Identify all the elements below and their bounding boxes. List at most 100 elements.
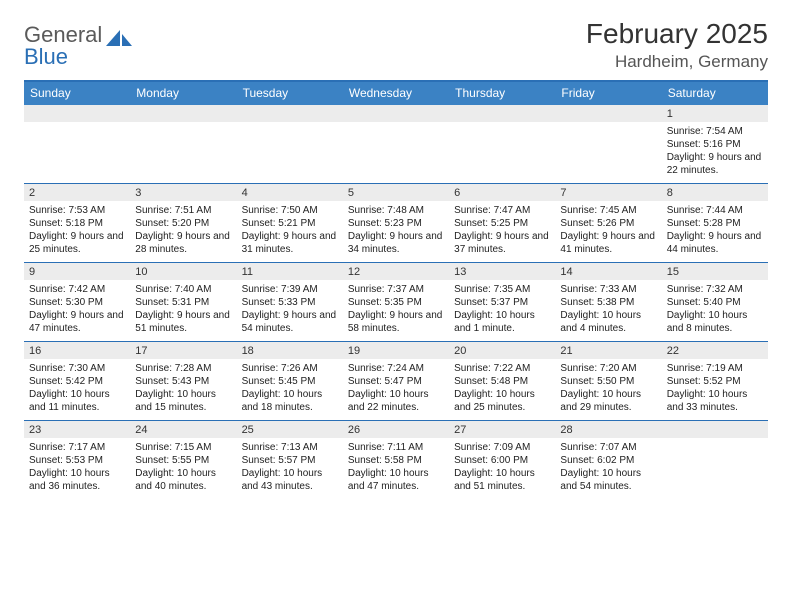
- day-number: [130, 105, 236, 122]
- day-cell: 7Sunrise: 7:45 AMSunset: 5:26 PMDaylight…: [555, 184, 661, 262]
- sunset-text: Sunset: 5:45 PM: [242, 375, 338, 388]
- day-cell: 15Sunrise: 7:32 AMSunset: 5:40 PMDayligh…: [662, 263, 768, 341]
- title-block: February 2025 Hardheim, Germany: [586, 18, 768, 72]
- day-cell: 19Sunrise: 7:24 AMSunset: 5:47 PMDayligh…: [343, 342, 449, 420]
- day-number: 15: [662, 263, 768, 280]
- calendar: Sunday Monday Tuesday Wednesday Thursday…: [24, 80, 768, 499]
- col-friday: Friday: [555, 82, 661, 105]
- day-number: 12: [343, 263, 449, 280]
- sunset-text: Sunset: 5:50 PM: [560, 375, 656, 388]
- sunset-text: Sunset: 5:21 PM: [242, 217, 338, 230]
- day-cell: [24, 105, 130, 183]
- day-cell: 26Sunrise: 7:11 AMSunset: 5:58 PMDayligh…: [343, 421, 449, 499]
- day-number: 11: [237, 263, 343, 280]
- daylight-text: Daylight: 10 hours and 36 minutes.: [29, 467, 125, 493]
- sunset-text: Sunset: 6:00 PM: [454, 454, 550, 467]
- sunrise-text: Sunrise: 7:37 AM: [348, 283, 444, 296]
- day-cell: 16Sunrise: 7:30 AMSunset: 5:42 PMDayligh…: [24, 342, 130, 420]
- sunrise-text: Sunrise: 7:30 AM: [29, 362, 125, 375]
- day-number: [343, 105, 449, 122]
- col-thursday: Thursday: [449, 82, 555, 105]
- day-cell: 1Sunrise: 7:54 AMSunset: 5:16 PMDaylight…: [662, 105, 768, 183]
- sunrise-text: Sunrise: 7:53 AM: [29, 204, 125, 217]
- day-number: 5: [343, 184, 449, 201]
- col-monday: Monday: [130, 82, 236, 105]
- sunrise-text: Sunrise: 7:19 AM: [667, 362, 763, 375]
- day-number: 1: [662, 105, 768, 122]
- daylight-text: Daylight: 9 hours and 44 minutes.: [667, 230, 763, 256]
- day-cell: 4Sunrise: 7:50 AMSunset: 5:21 PMDaylight…: [237, 184, 343, 262]
- day-cell: 20Sunrise: 7:22 AMSunset: 5:48 PMDayligh…: [449, 342, 555, 420]
- daylight-text: Daylight: 10 hours and 25 minutes.: [454, 388, 550, 414]
- day-cell: 18Sunrise: 7:26 AMSunset: 5:45 PMDayligh…: [237, 342, 343, 420]
- daylight-text: Daylight: 10 hours and 1 minute.: [454, 309, 550, 335]
- sunset-text: Sunset: 5:43 PM: [135, 375, 231, 388]
- week-row: 23Sunrise: 7:17 AMSunset: 5:53 PMDayligh…: [24, 421, 768, 499]
- day-cell: 22Sunrise: 7:19 AMSunset: 5:52 PMDayligh…: [662, 342, 768, 420]
- col-tuesday: Tuesday: [237, 82, 343, 105]
- day-number: 4: [237, 184, 343, 201]
- daylight-text: Daylight: 10 hours and 51 minutes.: [454, 467, 550, 493]
- sunset-text: Sunset: 5:18 PM: [29, 217, 125, 230]
- day-cell: 11Sunrise: 7:39 AMSunset: 5:33 PMDayligh…: [237, 263, 343, 341]
- daylight-text: Daylight: 10 hours and 4 minutes.: [560, 309, 656, 335]
- day-cell: [237, 105, 343, 183]
- day-cell: 24Sunrise: 7:15 AMSunset: 5:55 PMDayligh…: [130, 421, 236, 499]
- daylight-text: Daylight: 10 hours and 43 minutes.: [242, 467, 338, 493]
- day-number: [662, 421, 768, 438]
- sunset-text: Sunset: 6:02 PM: [560, 454, 656, 467]
- sunrise-text: Sunrise: 7:09 AM: [454, 441, 550, 454]
- sunset-text: Sunset: 5:35 PM: [348, 296, 444, 309]
- sunset-text: Sunset: 5:40 PM: [667, 296, 763, 309]
- day-cell: 6Sunrise: 7:47 AMSunset: 5:25 PMDaylight…: [449, 184, 555, 262]
- sunset-text: Sunset: 5:33 PM: [242, 296, 338, 309]
- sunrise-text: Sunrise: 7:22 AM: [454, 362, 550, 375]
- daylight-text: Daylight: 10 hours and 15 minutes.: [135, 388, 231, 414]
- sunrise-text: Sunrise: 7:45 AM: [560, 204, 656, 217]
- day-cell: 27 Sunrise: 7:09 AMSunset: 6:00 PMDayligh…: [449, 421, 555, 499]
- sunrise-text: Sunrise: 7:39 AM: [242, 283, 338, 296]
- day-number: 14: [555, 263, 661, 280]
- sunrise-text: Sunrise: 7:35 AM: [454, 283, 550, 296]
- sunset-text: Sunset: 5:48 PM: [454, 375, 550, 388]
- day-number: 8: [662, 184, 768, 201]
- day-number: 19: [343, 342, 449, 359]
- sunset-text: Sunset: 5:31 PM: [135, 296, 231, 309]
- daylight-text: Daylight: 10 hours and 22 minutes.: [348, 388, 444, 414]
- day-number: 16: [24, 342, 130, 359]
- daylight-text: Daylight: 9 hours and 25 minutes.: [29, 230, 125, 256]
- sunrise-text: Sunrise: 7:33 AM: [560, 283, 656, 296]
- daylight-text: Daylight: 9 hours and 22 minutes.: [667, 151, 763, 177]
- day-number: 27: [449, 421, 555, 438]
- sunrise-text: Sunrise: 7:26 AM: [242, 362, 338, 375]
- sunset-text: Sunset: 5:16 PM: [667, 138, 763, 151]
- col-saturday: Saturday: [662, 82, 768, 105]
- daylight-text: Daylight: 10 hours and 18 minutes.: [242, 388, 338, 414]
- daylight-text: Daylight: 9 hours and 37 minutes.: [454, 230, 550, 256]
- logo: General Blue: [24, 24, 132, 68]
- daylight-text: Daylight: 10 hours and 54 minutes.: [560, 467, 656, 493]
- month-title: February 2025: [586, 18, 768, 50]
- sunrise-text: Sunrise: 7:15 AM: [135, 441, 231, 454]
- day-number: 9: [24, 263, 130, 280]
- day-cell: 25Sunrise: 7:13 AMSunset: 5:57 PMDayligh…: [237, 421, 343, 499]
- day-number: 6: [449, 184, 555, 201]
- day-number: 22: [662, 342, 768, 359]
- day-cell: [343, 105, 449, 183]
- sunset-text: Sunset: 5:37 PM: [454, 296, 550, 309]
- day-number: 2: [24, 184, 130, 201]
- sunset-text: Sunset: 5:26 PM: [560, 217, 656, 230]
- sunrise-text: Sunrise: 7:51 AM: [135, 204, 231, 217]
- daylight-text: Daylight: 10 hours and 29 minutes.: [560, 388, 656, 414]
- sunset-text: Sunset: 5:25 PM: [454, 217, 550, 230]
- day-number: 7: [555, 184, 661, 201]
- logo-text: General Blue: [24, 24, 102, 68]
- logo-word-2: Blue: [24, 44, 68, 69]
- day-cell: 3Sunrise: 7:51 AMSunset: 5:20 PMDaylight…: [130, 184, 236, 262]
- day-cell: 28Sunrise: 7:07 AMSunset: 6:02 PMDayligh…: [555, 421, 661, 499]
- week-row: 16Sunrise: 7:30 AMSunset: 5:42 PMDayligh…: [24, 342, 768, 421]
- day-cell: 5Sunrise: 7:48 AMSunset: 5:23 PMDaylight…: [343, 184, 449, 262]
- day-number: 17: [130, 342, 236, 359]
- day-number: [24, 105, 130, 122]
- day-cell: 13Sunrise: 7:35 AMSunset: 5:37 PMDayligh…: [449, 263, 555, 341]
